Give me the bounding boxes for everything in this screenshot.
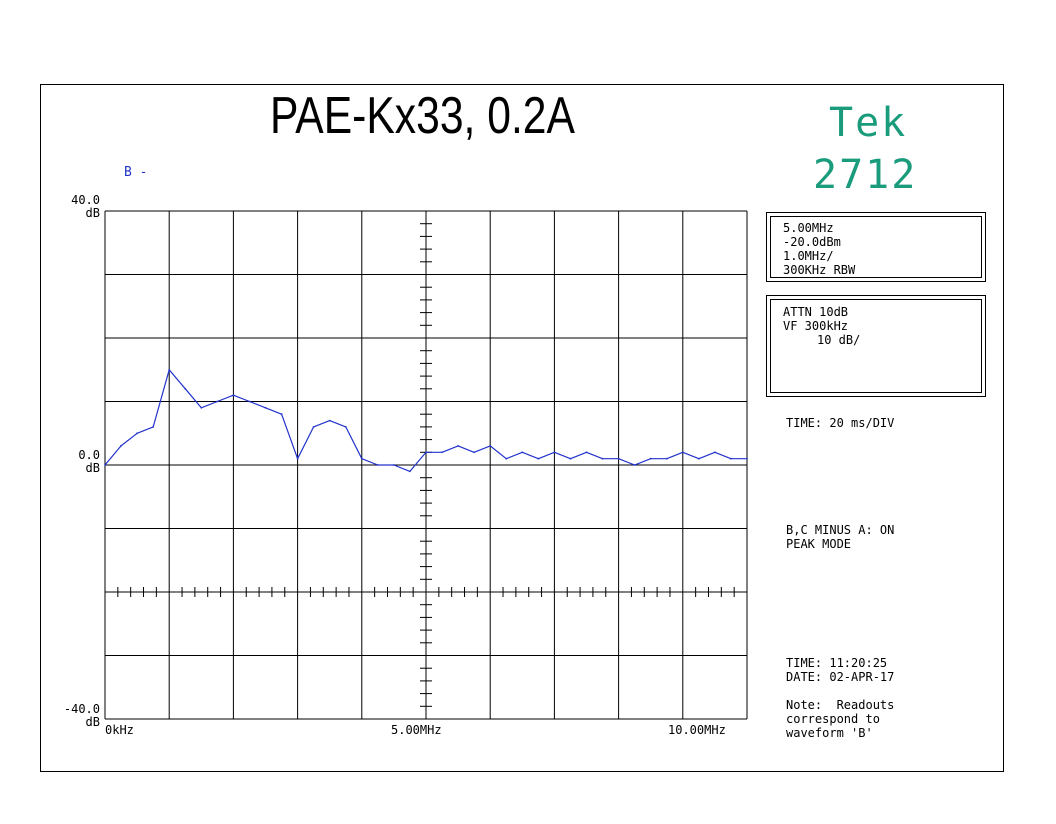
span-per-division: 1.0MHz/: [783, 249, 834, 263]
y-tick-mid-value: 0.0: [78, 448, 100, 462]
y-tick-top-value: 40.0: [71, 193, 100, 207]
spectrum-data-point: [730, 457, 732, 460]
spectrum-data-point: [280, 413, 283, 416]
spectrum-data-point: [168, 368, 171, 371]
minus-mode-readout: B,C MINUS A: ON: [786, 523, 895, 537]
spectrum-data-point: [569, 457, 572, 460]
spectrum-data-point: [184, 387, 187, 390]
spectrum-data-point: [521, 451, 524, 454]
spectrum-data-point: [601, 457, 604, 460]
y-tick-top-unit: dB: [85, 206, 100, 220]
note-line-2: correspond to: [786, 712, 880, 726]
y-tick-mid-unit: dB: [85, 461, 100, 475]
attenuation-value: ATTN 10dB: [783, 305, 849, 319]
vertical-scale-value: 10 dB/: [817, 333, 861, 347]
spectrum-data-point: [441, 451, 443, 454]
spectrum-data-point: [473, 451, 475, 454]
resolution-bandwidth: 300KHz RBW: [783, 263, 856, 277]
spectrum-data-point: [216, 400, 219, 403]
spectrum-data-point: [360, 457, 363, 460]
video-filter-value: VF 300kHz: [783, 319, 849, 333]
peak-mode-readout: PEAK MODE: [786, 537, 852, 551]
brand-name: Tek: [829, 100, 908, 146]
spectrum-data-point: [665, 457, 668, 460]
spectrum-data-point: [393, 464, 395, 466]
spectrum-data-point: [425, 451, 427, 454]
spectrum-data-point: [746, 457, 748, 460]
note-line-1: Note: Readouts: [786, 698, 895, 712]
spectrum-data-point: [553, 451, 556, 454]
spectrum-data-point: [681, 451, 684, 454]
spectrum-data-point: [489, 445, 492, 447]
spectrum-data-point: [376, 464, 379, 466]
spectrum-data-point: [537, 457, 540, 460]
spectrum-data-point: [505, 457, 508, 460]
spectrum-data-point: [585, 451, 588, 454]
attenuation-readout-box: ATTN 10dB VF 300kHz 10 dB/: [766, 295, 986, 397]
spectrum-data-point: [264, 406, 267, 409]
settings-readout-box: 5.00MHz -20.0dBm 1.0MHz/ 300KHz RBW: [766, 212, 986, 282]
spectrum-data-point: [152, 426, 155, 428]
time-per-division: TIME: 20 ms/DIV: [786, 416, 895, 430]
trace-label: B -: [124, 165, 148, 180]
spectrum-data-point: [312, 426, 315, 428]
plot-frame: [40, 84, 1004, 772]
spectrum-data-point: [120, 445, 122, 447]
time-readout: TIME: 11:20:25: [786, 656, 888, 670]
chart-title: PAE-Kx33, 0.2A: [270, 87, 575, 145]
x-tick-label-center: 5.00MHz: [391, 723, 442, 737]
spectrum-data-point: [232, 394, 235, 397]
attenuation-readout-inner-border: [770, 299, 982, 393]
center-frequency: 5.00MHz: [783, 221, 834, 235]
spectrum-data-point: [248, 400, 251, 403]
spectrum-data-point: [617, 457, 620, 460]
spectrum-data-point: [104, 464, 106, 466]
settings-readout-inner-border: [770, 216, 982, 278]
model-number: 2712: [813, 152, 918, 198]
date-readout: DATE: 02-APR-17: [786, 670, 895, 684]
spectrum-data-point: [296, 457, 299, 460]
x-tick-label-start: 0kHz: [105, 723, 134, 737]
spectrum-data-point: [698, 457, 700, 460]
spectrum-data-point: [649, 457, 652, 460]
x-tick-label-end: 10.00MHz: [668, 723, 726, 737]
spectrum-data-point: [344, 426, 347, 428]
y-tick-bottom-unit: dB: [85, 715, 100, 729]
spectrum-data-point: [633, 464, 636, 466]
reference-level: -20.0dBm: [783, 235, 841, 249]
spectrum-data-point: [136, 432, 139, 435]
note-line-3: waveform 'B': [786, 726, 873, 740]
y-tick-bottom-value: -40.0: [63, 702, 100, 716]
spectrum-data-point: [457, 445, 459, 447]
spectrum-data-point: [714, 451, 716, 454]
spectrum-data-point: [200, 406, 203, 409]
spectrum-data-point: [409, 470, 411, 473]
spectrum-data-point: [328, 419, 331, 422]
